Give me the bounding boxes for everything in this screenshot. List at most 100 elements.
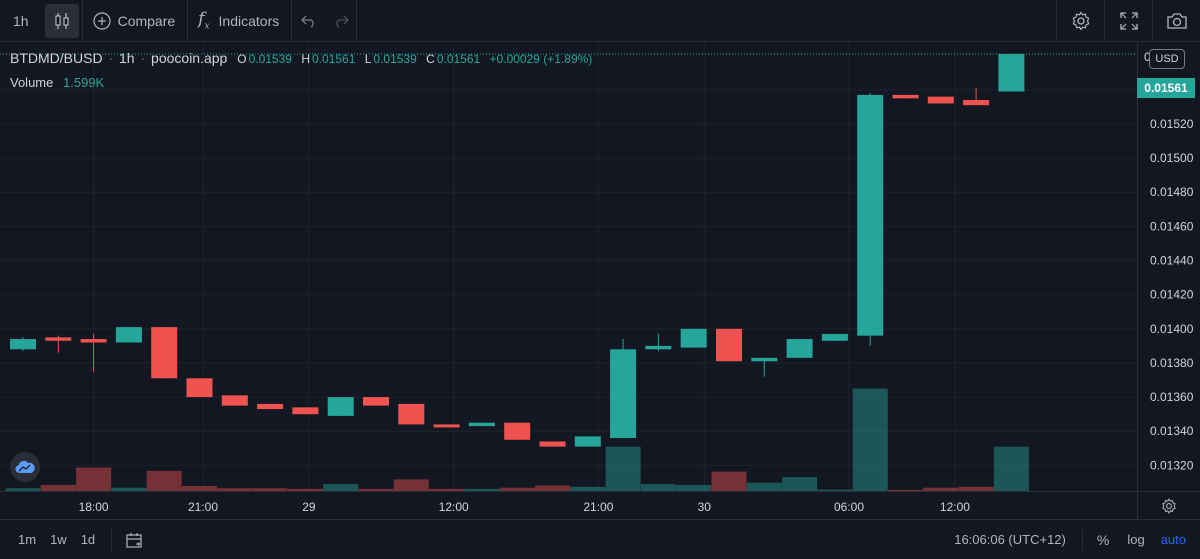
volume-bar — [923, 487, 959, 491]
candle-body[interactable] — [186, 378, 213, 398]
time-tick-label: 30 — [698, 500, 712, 514]
volume-bar — [535, 485, 570, 491]
time-axis-ticks: 18:00 21:00 29 12:00 21:00 30 06:00 12:00 — [79, 500, 971, 514]
top-toolbar: 1h Compare fx Indicators — [0, 0, 1200, 42]
candle-body[interactable] — [45, 337, 72, 341]
settings-button[interactable] — [1056, 0, 1104, 42]
time-tick-label: 21:00 — [583, 500, 613, 514]
plus-circle-icon — [92, 11, 111, 30]
candle-body[interactable] — [398, 403, 425, 425]
clock-display[interactable]: 16:06:06 (UTC+12) — [954, 532, 1066, 547]
fullscreen-icon — [1119, 12, 1138, 30]
bottom-toolbar: 1m 1w 1d 16:06:06 (UTC+12) % log auto — [0, 519, 1200, 559]
currency-badge[interactable]: USD — [1149, 49, 1185, 69]
candle-body[interactable] — [892, 94, 919, 99]
candle-body[interactable] — [151, 327, 178, 379]
volume-bar — [182, 486, 217, 491]
price-tick-label: 0.01520 — [1150, 117, 1194, 131]
candle-body[interactable] — [574, 436, 601, 447]
candle-body[interactable] — [327, 397, 354, 416]
log-toggle[interactable]: log — [1127, 532, 1145, 547]
high-label: H — [301, 52, 310, 66]
axis-settings-button[interactable] — [1137, 491, 1200, 519]
price-tick-label: 0.01480 — [1150, 185, 1194, 199]
candle-body[interactable] — [927, 96, 954, 104]
price-tick-label: 0.01500 — [1150, 151, 1194, 165]
candle-body[interactable] — [504, 422, 531, 440]
candle-body[interactable] — [80, 339, 107, 343]
volume-bar — [76, 467, 112, 491]
range-1w-button[interactable]: 1w — [50, 532, 67, 547]
range-1d-button[interactable]: 1d — [80, 532, 96, 547]
time-tick-label: 29 — [302, 500, 316, 514]
open-label: O — [237, 52, 247, 66]
undo-icon — [301, 15, 314, 28]
volume-bar — [782, 477, 818, 491]
tradingview-logo[interactable] — [10, 452, 40, 482]
volume-legend[interactable]: Volume 1.599K — [10, 75, 104, 90]
candle-body[interactable] — [468, 422, 495, 427]
source-label: poocoin.app — [151, 50, 228, 66]
volume-bar — [252, 488, 288, 491]
candlestick-chart[interactable] — [0, 42, 1137, 491]
toolbar-divider — [291, 0, 293, 42]
close-value: 0.01561 — [436, 52, 481, 66]
candle-body[interactable] — [716, 328, 742, 362]
time-axis[interactable]: 18:00 21:00 29 12:00 21:00 30 06:00 12:00 — [0, 491, 1137, 519]
candle-body[interactable] — [363, 397, 389, 406]
volume-value: 1.599K — [63, 75, 105, 90]
fx-icon: fx — [198, 9, 210, 32]
undo-button[interactable] — [292, 0, 326, 42]
candle-body[interactable] — [786, 339, 813, 358]
price-tick-label: 0.01440 — [1150, 254, 1194, 268]
auto-toggle[interactable]: auto — [1160, 532, 1186, 547]
change-value: +0.00029 (+1.89%) — [489, 52, 593, 66]
price-axis[interactable]: 0.015400.015200.015000.014800.014600.014… — [1137, 42, 1200, 491]
volume-bar — [111, 487, 147, 491]
price-axis-ticks: 0.015400.015200.015000.014800.014600.014… — [1144, 50, 1194, 472]
symbol-label[interactable]: BTDMD/BUSD — [10, 50, 103, 66]
legend-interval: 1h — [119, 50, 135, 66]
toolbar-divider — [1081, 528, 1083, 551]
camera-icon — [1166, 13, 1187, 29]
range-1m-button[interactable]: 1m — [18, 532, 37, 547]
volume-bar — [5, 488, 41, 491]
fullscreen-button[interactable] — [1104, 0, 1152, 42]
candle-body[interactable] — [433, 424, 460, 428]
price-tick-label: 0 — [1144, 50, 1151, 64]
candle-body[interactable] — [115, 327, 142, 343]
interval-button[interactable]: 1h — [0, 0, 42, 42]
gear-icon — [1072, 11, 1089, 31]
volume-bar — [888, 489, 923, 491]
candle-body[interactable] — [645, 345, 672, 350]
chart-pane[interactable] — [0, 42, 1137, 491]
candle-body[interactable] — [680, 328, 707, 348]
percent-toggle[interactable]: % — [1096, 531, 1110, 548]
price-tick-label: 0.01400 — [1150, 322, 1194, 336]
compare-button[interactable]: Compare — [83, 0, 188, 42]
candle-body[interactable] — [821, 333, 848, 341]
candle-body[interactable] — [221, 395, 248, 406]
volume-bar — [40, 484, 76, 491]
candle-body[interactable] — [963, 100, 990, 106]
candle-body[interactable] — [610, 349, 637, 439]
candle-body[interactable] — [257, 403, 284, 410]
candle-body[interactable] — [998, 53, 1025, 92]
candle-body[interactable] — [10, 339, 36, 350]
candle-body[interactable] — [751, 357, 778, 362]
indicators-button[interactable]: fx Indicators — [188, 0, 291, 42]
volume-bar — [746, 482, 782, 491]
candle-body[interactable] — [292, 407, 319, 415]
volume-bar — [499, 487, 535, 491]
price-tick-label: 0.01460 — [1150, 219, 1194, 233]
time-tick-label: 18:00 — [79, 500, 109, 514]
candle-body[interactable] — [539, 441, 566, 447]
volume-bar — [993, 446, 1029, 491]
redo-button[interactable] — [326, 0, 356, 42]
toolbar-divider — [111, 528, 113, 551]
screenshot-button[interactable] — [1152, 0, 1200, 42]
chart-type-button[interactable] — [44, 3, 79, 38]
candle-body[interactable] — [857, 94, 884, 336]
toolbar-divider — [356, 0, 358, 42]
date-range-button[interactable] — [126, 532, 144, 548]
